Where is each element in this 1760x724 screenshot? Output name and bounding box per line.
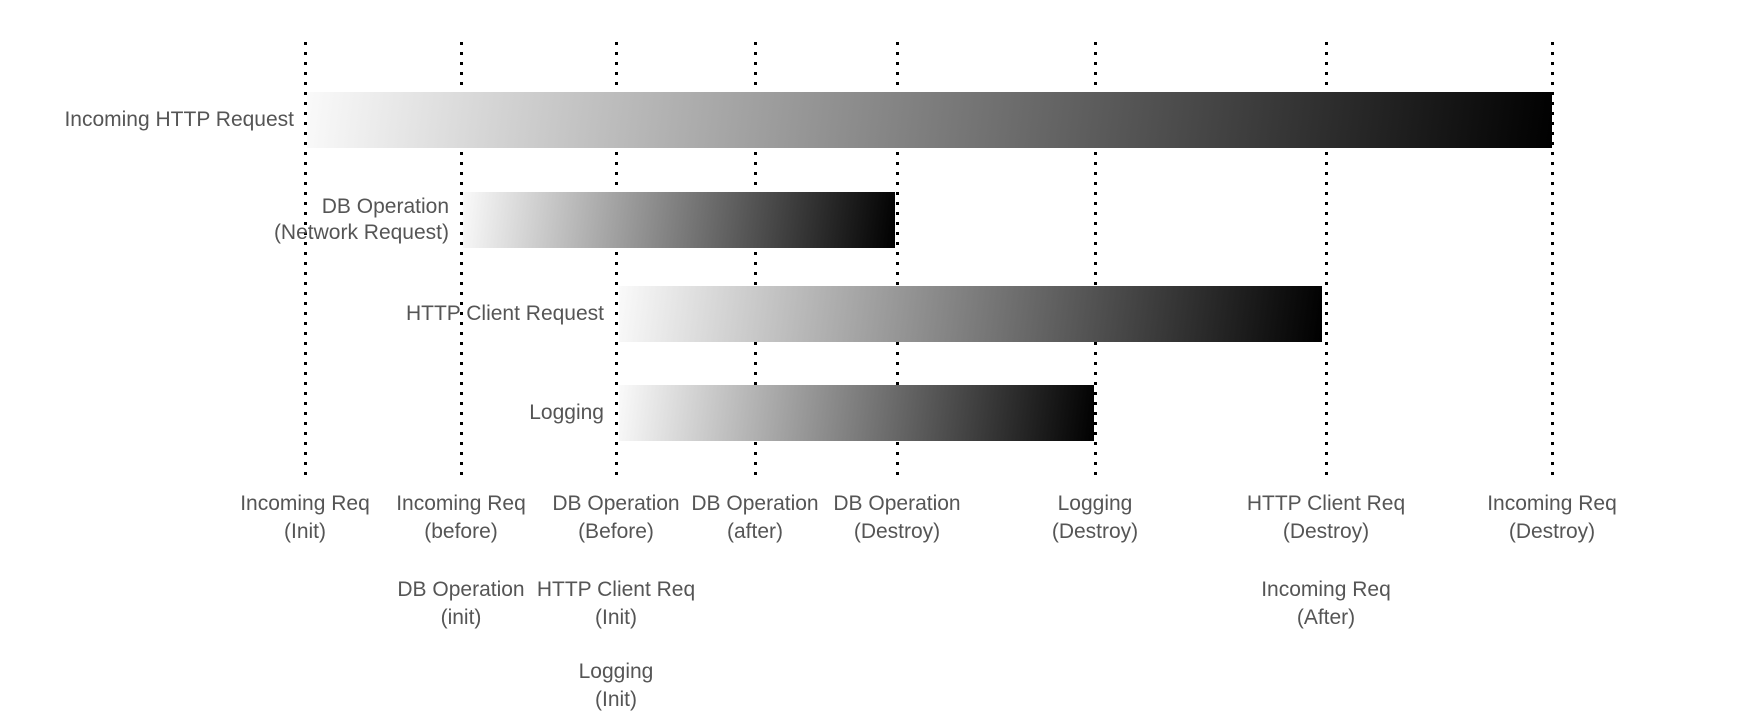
- span-bar-db-operation: [463, 192, 895, 248]
- event-line-incoming-req-before: [460, 42, 463, 482]
- event-line-db-operation-before: [615, 42, 618, 482]
- event-label-db-operation-after: DB Operation (after): [635, 490, 875, 546]
- event-label-line: Incoming Req: [1261, 578, 1391, 601]
- row-label-line: (Network Request): [273, 221, 449, 244]
- event-label-line: DB Operation: [833, 492, 961, 515]
- event-label-http-client-req-destroy: HTTP Client Req (Destroy): [1206, 490, 1446, 546]
- event-label-incoming-req-destroy: Incoming Req (Destroy): [1432, 490, 1672, 546]
- row-label-logging: Logging: [0, 400, 604, 426]
- row-label-db-operation: DB Operation (Network Request): [0, 194, 449, 246]
- event-label-line: Incoming Req: [240, 492, 370, 515]
- event-line-db-operation-destroy: [896, 42, 899, 482]
- event-label-db-operation-before: DB Operation (Before): [496, 490, 736, 546]
- event-label-line: Logging: [1057, 492, 1133, 515]
- event-line-logging-destroy: [1094, 42, 1097, 482]
- event-label-line: (After): [1296, 606, 1356, 629]
- event-label-line: (Before): [578, 520, 654, 543]
- row-label-line: Logging: [529, 401, 604, 424]
- span-bar-logging: [619, 385, 1094, 441]
- event-label-incoming-req-init: Incoming Req (Init): [185, 490, 425, 546]
- event-line-http-client-destroy: [1325, 42, 1328, 482]
- row-label-http-client-request: HTTP Client Request: [0, 301, 604, 327]
- event-label-line: HTTP Client Req: [536, 578, 696, 601]
- event-label-line: DB Operation: [397, 578, 525, 601]
- event-label-line: (Destroy): [1508, 520, 1596, 543]
- row-label-line: Incoming HTTP Request: [64, 108, 294, 131]
- event-line-db-operation-after: [754, 42, 757, 482]
- event-label-line: (init): [440, 606, 482, 629]
- event-label-logging-init: Logging (Init): [496, 658, 736, 714]
- event-label-line: (before): [424, 520, 498, 543]
- event-label-incoming-req-after: Incoming Req (After): [1206, 576, 1446, 632]
- event-line-incoming-req-destroy: [1551, 42, 1554, 482]
- event-line-incoming-req-init: [304, 42, 307, 482]
- span-bar-incoming-http-request: [307, 92, 1552, 148]
- event-label-db-operation-destroy: DB Operation (Destroy): [777, 490, 1017, 546]
- event-label-line: (Init): [595, 606, 637, 629]
- row-label-line: DB Operation: [321, 195, 449, 218]
- event-label-line: (Init): [595, 688, 637, 711]
- event-label-line: HTTP Client Req: [1246, 492, 1406, 515]
- event-label-line: (Destroy): [853, 520, 941, 543]
- event-label-line: DB Operation: [552, 492, 680, 515]
- event-label-http-client-req-init: HTTP Client Req (Init): [496, 576, 736, 632]
- event-label-db-operation-init: DB Operation (init): [341, 576, 581, 632]
- event-label-line: (after): [726, 520, 783, 543]
- event-label-line: Logging: [578, 660, 654, 683]
- event-label-logging-destroy: Logging (Destroy): [975, 490, 1215, 546]
- event-label-line: (Destroy): [1051, 520, 1139, 543]
- event-label-incoming-req-before: Incoming Req (before): [341, 490, 581, 546]
- event-label-line: Incoming Req: [1487, 492, 1617, 515]
- row-label-line: HTTP Client Request: [405, 302, 604, 325]
- event-label-line: (Init): [284, 520, 326, 543]
- event-label-line: DB Operation: [691, 492, 819, 515]
- event-label-line: Incoming Req: [396, 492, 526, 515]
- event-label-line: (Destroy): [1282, 520, 1370, 543]
- span-bar-http-client-request: [619, 286, 1322, 342]
- row-label-incoming-http-request: Incoming HTTP Request: [0, 107, 294, 133]
